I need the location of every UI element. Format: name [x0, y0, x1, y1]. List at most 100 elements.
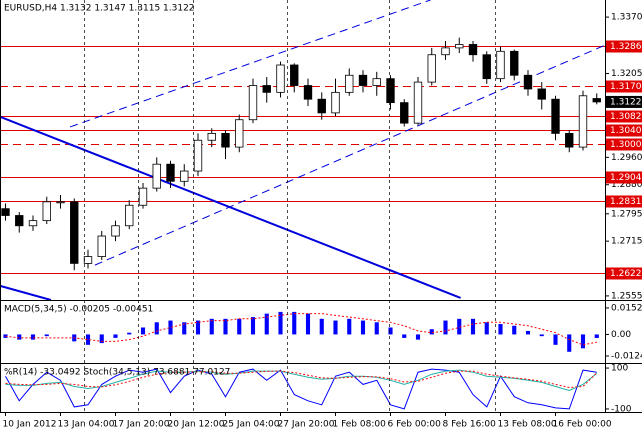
candle-body: [592, 98, 601, 103]
x-tick-label: 6 Feb 00:00: [388, 420, 442, 430]
trendline: [94, 44, 605, 266]
candle-body: [441, 47, 450, 56]
candle-body: [578, 95, 588, 148]
trendline: [0, 285, 52, 300]
y-tick-label: 1.3205: [611, 69, 642, 79]
stoch-title: %R(14) -33.0492 Stoch(34,5,13) 73.6881 7…: [4, 368, 230, 378]
candle-body: [83, 256, 93, 264]
candle-body: [97, 235, 106, 257]
level-label-bg: [606, 171, 642, 184]
level-label: 1.3170: [610, 82, 642, 92]
y-tick-label: 0.01527: [611, 303, 642, 313]
indicator-line: [5, 368, 597, 410]
level-label: 1.3040: [610, 126, 642, 136]
current-price-bg: [606, 95, 642, 108]
candle-body: [331, 91, 340, 114]
level-label-bg: [606, 80, 642, 93]
candle-body: [551, 98, 560, 134]
level-label: 1.2831: [610, 197, 642, 207]
level-label: 1.3000: [610, 140, 642, 150]
y-tick-label: 1.2555: [611, 291, 642, 301]
price-panel: [0, 0, 605, 300]
y-tick-label: 1.2960: [611, 153, 642, 163]
level-label-bg: [606, 124, 642, 137]
candle-body: [468, 44, 478, 56]
candle-body: [152, 163, 161, 189]
candle-body: [207, 133, 216, 141]
level-label: 1.2622: [610, 269, 642, 279]
candle-body: [42, 201, 51, 222]
x-tick-label: 10 Jan 2012: [3, 420, 57, 430]
trendline: [69, 0, 431, 128]
x-tick-label: 16 Feb 00:00: [553, 420, 612, 430]
chart-title: EURUSD,H4 1.3132 1.3147 1.3115 1.3122: [4, 4, 195, 14]
candle-body: [317, 98, 326, 114]
candle-body: [125, 204, 134, 227]
candle-body: [180, 170, 189, 182]
candle-body: [496, 50, 505, 80]
candle-body: [28, 220, 38, 227]
y-tick-label: 1.2715: [611, 237, 642, 247]
level-label: 1.3286: [610, 42, 642, 52]
y-tick-label: 1.3370: [611, 13, 642, 23]
candle-body: [482, 54, 491, 80]
x-tick-label: 20 Jan 12:00: [168, 420, 225, 430]
candle-body: [1, 208, 10, 216]
candle-body: [193, 139, 203, 172]
candle-body: [303, 85, 313, 100]
candle-body: [138, 187, 148, 206]
stoch-panel: [5, 368, 598, 410]
level-label-bg: [606, 138, 642, 151]
level-label: 1.3082: [610, 112, 642, 122]
candle-body: [565, 133, 574, 148]
indicator-line: [5, 370, 598, 389]
trendline: [0, 116, 461, 299]
candle-body: [510, 50, 519, 76]
macd-panel: [3, 311, 599, 352]
level-label: 1.2904: [610, 173, 642, 183]
x-tick-label: 27 Jan 20:00: [278, 420, 335, 430]
y-tick-label: 0.00: [611, 330, 631, 340]
indicator-line: [5, 369, 598, 392]
candle-body: [413, 81, 423, 124]
current-price-label: 1.3122: [610, 97, 642, 107]
candle-body: [345, 74, 354, 93]
y-tick-label: -0.01244: [611, 352, 642, 362]
x-tick-label: 25 Jan 04:00: [223, 420, 280, 430]
x-tick-label: 17 Jan 20:00: [113, 420, 170, 430]
level-label-bg: [606, 195, 642, 208]
candle-body: [523, 74, 533, 90]
candle-body: [248, 85, 258, 121]
candle-body: [290, 64, 299, 86]
x-tick-label: 13 Jan 04:00: [58, 420, 115, 430]
candle-body: [15, 215, 24, 227]
x-tick-label: 8 Feb 16:00: [443, 420, 497, 430]
candle-body: [427, 54, 436, 83]
candle-body: [221, 133, 230, 148]
y-tick-label: -100: [611, 404, 632, 414]
x-tick-label: 13 Feb 08:00: [498, 420, 557, 430]
candle-body: [358, 74, 368, 86]
candle-body: [276, 64, 285, 93]
candle-body: [111, 225, 120, 237]
candle-body: [400, 102, 409, 124]
x-tick-label: 1 Feb 08:00: [333, 420, 387, 430]
candle-body: [235, 119, 244, 148]
y-tick-label: 100: [611, 364, 628, 374]
candle-body: [537, 88, 546, 100]
level-label-bg: [606, 40, 642, 53]
candle-body: [56, 201, 65, 204]
level-label-bg: [606, 110, 642, 123]
candle-body: [372, 78, 381, 86]
candle-body: [386, 78, 395, 104]
y-tick-label: 1.2880: [611, 180, 642, 190]
candle-body: [166, 163, 175, 182]
candle-body: [455, 44, 464, 49]
candle-body: [70, 201, 79, 264]
y-tick-label: 1.2795: [611, 209, 642, 219]
candle-body: [262, 85, 271, 93]
level-label-bg: [606, 267, 642, 280]
